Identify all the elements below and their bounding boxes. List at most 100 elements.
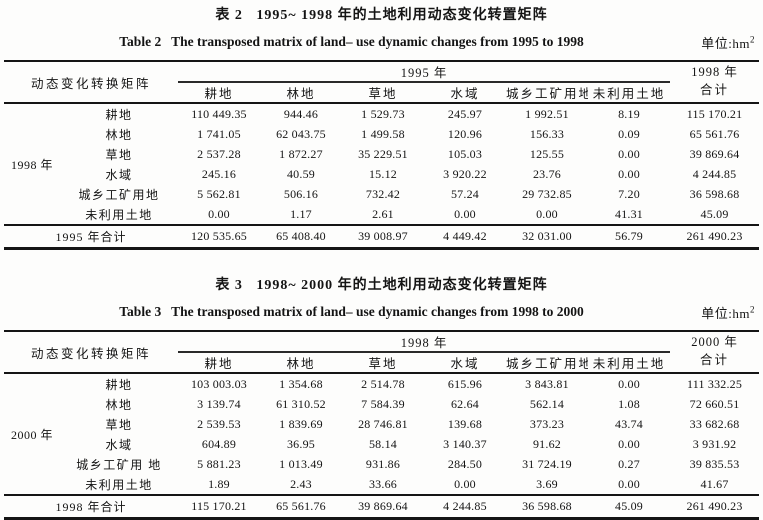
stub-header: 动态变化转换矩阵: [3, 331, 178, 374]
data-cell: 0.00: [177, 204, 260, 226]
table2-title-en: Table 2 The transposed matrix of land– u…: [119, 34, 584, 49]
data-cell: 110 449.35: [191, 106, 247, 121]
data-cell: 57.24: [450, 186, 479, 201]
column-header: 城乡工矿用地: [505, 352, 588, 374]
data-cell: 35 229.51: [358, 146, 408, 161]
unit-text: 单位:hm: [701, 36, 750, 51]
table-row: 城乡工矿用 地 5 881.23 1 013.49 931.86 284.50 …: [4, 454, 759, 474]
column-header: 未利用土地: [587, 352, 671, 374]
table3-title-en: Table 3 The transposed matrix of land– u…: [119, 304, 584, 319]
data-cell: 1 741.05: [197, 126, 241, 141]
data-cell: 7 584.39: [361, 396, 405, 411]
data-cell: 1 499.58: [361, 126, 405, 141]
data-cell: 0.00: [618, 146, 640, 161]
data-cell: 156.33: [529, 126, 565, 141]
data-cell: 0.00: [618, 166, 640, 181]
total-column-label: 合计: [700, 83, 730, 97]
column-header: 草地: [341, 82, 424, 104]
grand-total-cell: 261 490.23: [686, 499, 743, 513]
column-header: 未利用土地: [587, 82, 671, 104]
total-cell: 39 008.97: [358, 229, 408, 243]
row-total-cell: 65 561.76: [689, 126, 740, 141]
data-cell: 62 043.75: [276, 126, 326, 141]
data-cell: 1 354.68: [279, 376, 323, 391]
column-header: 草地: [341, 352, 424, 374]
stub-header: 动态变化转换矩阵: [3, 61, 178, 104]
total-cell: 32 031.00: [522, 229, 572, 243]
data-cell: 284.50: [447, 456, 483, 471]
table2-title-row: Table 2 The transposed matrix of land– u…: [0, 33, 763, 51]
unit-label: 单位:hm2: [701, 33, 755, 52]
row-label: 草地: [105, 417, 133, 432]
total-cell: 45.09: [615, 499, 643, 513]
row-label: 城乡工矿用 地: [76, 457, 162, 472]
data-cell: 125.55: [529, 146, 565, 161]
row-label: 水域: [105, 167, 133, 182]
total-cell: 115 170.21: [191, 499, 247, 513]
data-cell: 29 732.85: [522, 186, 572, 201]
total-column-year: 1998 年: [691, 65, 738, 79]
data-cell: 23.76: [532, 166, 561, 181]
grand-total-cell: 261 490.23: [686, 229, 743, 243]
column-header: 水域: [423, 82, 506, 104]
transition-matrix-table-1995-1998: 动态变化转换矩阵 1995 年 1998 年 合计 耕地 林地 草地 水域 城乡…: [3, 60, 760, 250]
data-cell: 1 013.49: [279, 456, 323, 471]
data-cell: 62.64: [450, 396, 479, 411]
row-total-cell: 4 244.85: [692, 166, 737, 181]
data-cell: 562.14: [529, 396, 565, 411]
column-header: 林地: [259, 352, 342, 374]
total-column-header: 2000 年 合计: [670, 331, 760, 374]
total-cell: 4 244.85: [443, 499, 487, 513]
row-label: 水域: [105, 437, 133, 452]
data-cell: 2.61: [341, 204, 424, 226]
table-row: 草地 2 539.53 1 839.69 28 746.81 139.68 37…: [4, 414, 759, 434]
data-cell: 0.27: [618, 456, 640, 471]
row-total-cell: 39 869.64: [689, 146, 740, 161]
data-cell: 7.20: [618, 186, 640, 201]
column-header: 城乡工矿用地: [505, 82, 588, 104]
data-cell: 506.16: [283, 186, 319, 201]
total-row-label: 1998 年合计: [55, 500, 127, 514]
table-row: 水域 604.89 36.95 58.14 3 140.37 91.62 0.0…: [4, 434, 759, 454]
data-cell: 944.46: [283, 106, 319, 121]
table2-section: 表 2 1995~ 1998 年的土地利用动态变化转置矩阵 Table 2 Th…: [0, 7, 763, 250]
table2-title-zh: 表 2 1995~ 1998 年的土地利用动态变化转置矩阵: [215, 8, 548, 23]
data-cell: 3 140.37: [443, 436, 487, 451]
column-header: 水域: [423, 352, 506, 374]
total-cell: 120 535.65: [190, 229, 247, 243]
table-row: 草地 2 537.28 1 872.27 35 229.51 105.03 12…: [4, 144, 759, 164]
data-cell: 1.08: [618, 396, 640, 411]
table-row: 林地 1 741.05 62 043.75 1 499.58 120.96 15…: [4, 124, 759, 144]
data-cell: 58.14: [368, 436, 397, 451]
row-label: 耕地: [105, 107, 133, 122]
data-cell: 1 839.69: [279, 416, 323, 431]
data-cell: 604.89: [201, 436, 237, 451]
row-total-cell: 115 170.21: [686, 106, 743, 121]
row-total-cell: 72 660.51: [689, 396, 740, 411]
total-row: 1998 年合计 115 170.21 65 561.76 39 869.64 …: [4, 495, 759, 519]
data-cell: 1 992.51: [525, 106, 569, 121]
table3-section: 表 3 1998~ 2000 年的土地利用动态变化转置矩阵 Table 3 Th…: [0, 277, 763, 520]
data-cell: 245.16: [201, 166, 237, 181]
total-cell: 65 561.76: [276, 499, 326, 513]
data-cell: 0.00: [505, 204, 588, 226]
table3-title-row: Table 3 The transposed matrix of land– u…: [0, 303, 763, 321]
column-group-header: 1995 年: [177, 61, 671, 83]
table-row: 未利用土地 1.89 2.43 33.66 0.00 3.69 0.00 41.…: [4, 474, 760, 496]
unit-superscript: 2: [750, 34, 755, 45]
total-row: 1995 年合计 120 535.65 65 408.40 39 008.97 …: [4, 225, 759, 249]
data-cell: 0.00: [618, 376, 640, 391]
data-cell: 28 746.81: [358, 416, 408, 431]
data-cell: 105.03: [447, 146, 483, 161]
data-cell: 2 514.78: [361, 376, 405, 391]
data-cell: 732.42: [365, 186, 401, 201]
table-row: 未利用土地 0.00 1.17 2.61 0.00 0.00 41.31 45.…: [4, 204, 760, 226]
column-header: 耕地: [177, 82, 260, 104]
table-row: 林地 3 139.74 61 310.52 7 584.39 62.64 562…: [4, 394, 759, 414]
row-total-cell: 3 931.92: [692, 436, 737, 451]
data-cell: 0.00: [423, 204, 506, 226]
data-cell: 40.59: [286, 166, 315, 181]
data-cell: 5 562.81: [197, 186, 241, 201]
total-cell: 36 598.68: [522, 499, 572, 513]
